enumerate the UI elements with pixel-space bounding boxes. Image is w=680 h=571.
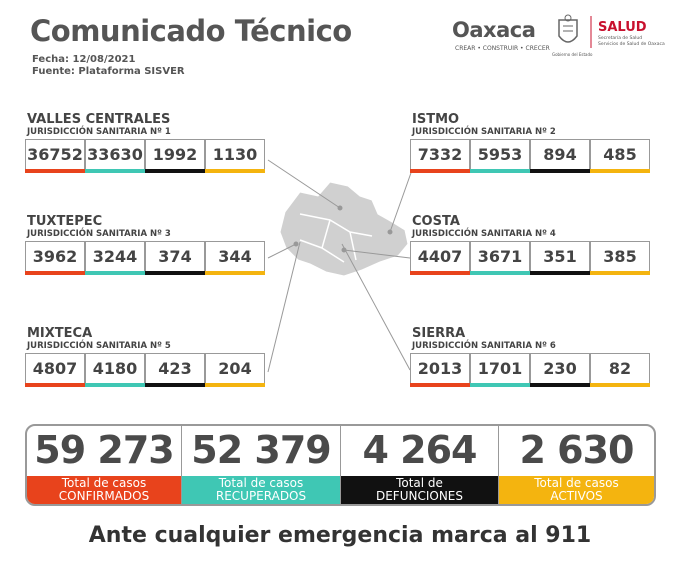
case-count: 7332 — [410, 139, 470, 169]
total-label-line: Total de casos — [534, 476, 619, 490]
total-value: 4 264 — [362, 428, 478, 472]
total-label-line: Total de casos — [61, 476, 147, 490]
health-subtitle: Secretaría de Salud — [598, 36, 643, 41]
total-label: Total de casos RECUPERADOS — [182, 476, 340, 504]
color-bar — [410, 271, 470, 275]
total-value: 59 273 — [34, 428, 174, 472]
map — [267, 159, 413, 373]
color-bar — [25, 271, 85, 275]
total-column: 52 379 Total de casos RECUPERADOS — [182, 426, 341, 504]
color-bar — [530, 169, 590, 173]
color-bar — [85, 271, 145, 275]
total-label-line: Total de casos — [218, 476, 304, 490]
color-bar — [145, 271, 205, 275]
case-count: 2013 — [410, 353, 470, 383]
crest-caption: Gobierno del Estado — [552, 52, 593, 57]
color-bar — [530, 383, 590, 387]
jurisdiction: JURISDICCIÓN SANITARIA Nº 3 — [27, 229, 171, 239]
case-count: 82 — [590, 353, 650, 383]
logo-text: Oaxaca — [452, 18, 536, 42]
color-bar — [25, 169, 85, 173]
divider — [590, 16, 592, 48]
jurisdiction: JURISDICCIÓN SANITARIA Nº 2 — [412, 127, 556, 137]
total-value: 52 379 — [191, 428, 331, 472]
health-title: SALUD — [598, 20, 647, 35]
region-name: VALLES CENTRALES — [27, 112, 171, 127]
date: Fecha: 12/08/2021 — [32, 54, 136, 65]
color-bar — [205, 271, 265, 275]
case-count: 894 — [530, 139, 590, 169]
source: Fuente: Plataforma SISVER — [32, 66, 185, 77]
color-bar — [85, 169, 145, 173]
total-label-line: ACTIVOS — [550, 489, 603, 503]
total-label: Total de casos CONFIRMADOS — [27, 476, 181, 504]
case-count: 4407 — [410, 241, 470, 271]
jurisdiction: JURISDICCIÓN SANITARIA Nº 4 — [412, 229, 556, 239]
case-count: 1701 — [470, 353, 530, 383]
case-count: 4807 — [25, 353, 85, 383]
case-count: 485 — [590, 139, 650, 169]
crest — [558, 14, 578, 43]
total-column: 59 273 Total de casos CONFIRMADOS — [27, 426, 182, 504]
color-bar — [470, 383, 530, 387]
color-bar — [205, 169, 265, 173]
color-bar — [410, 169, 470, 173]
jurisdiction: JURISDICCIÓN SANITARIA Nº 5 — [27, 341, 171, 351]
case-count: 351 — [530, 241, 590, 271]
case-count: 5953 — [470, 139, 530, 169]
color-bar — [590, 383, 650, 387]
total-column: 4 264 Total de DEFUNCIONES — [341, 426, 499, 504]
color-bar — [470, 271, 530, 275]
totals-box: 59 273 Total de casos CONFIRMADOS 52 379 Tot… — [25, 424, 656, 506]
case-count: 3962 — [25, 241, 85, 271]
case-count: 230 — [530, 353, 590, 383]
total-label-line: CONFIRMADOS — [58, 489, 150, 503]
region-name: MIXTECA — [27, 326, 93, 341]
region-name: TUXTEPEC — [27, 214, 103, 229]
logo-tagline: CREAR • CONSTRUIR • CRECER — [455, 45, 550, 52]
case-count: 344 — [205, 241, 265, 271]
case-count: 204 — [205, 353, 265, 383]
case-count: 3244 — [85, 241, 145, 271]
case-count: 36752 — [25, 139, 85, 169]
case-count: 374 — [145, 241, 205, 271]
jurisdiction: JURISDICCIÓN SANITARIA Nº 6 — [412, 341, 556, 351]
case-count: 1992 — [145, 139, 205, 169]
total-label: Total de DEFUNCIONES — [341, 476, 498, 504]
color-bar — [145, 383, 205, 387]
color-bar — [410, 383, 470, 387]
region-name: COSTA — [412, 214, 460, 229]
total-value: 2 630 — [519, 428, 635, 472]
total-column: 2 630 Total de casos ACTIVOS — [499, 426, 654, 504]
title: Comunicado Técnico — [30, 14, 352, 48]
case-count: 3671 — [470, 241, 530, 271]
case-count: 385 — [590, 241, 650, 271]
total-label-line: DEFUNCIONES — [375, 489, 464, 503]
color-bar — [470, 169, 530, 173]
case-count: 423 — [145, 353, 205, 383]
footer: Ante cualquier emergencia marca al 911 — [88, 523, 592, 548]
color-bar — [590, 169, 650, 173]
color-bar — [85, 383, 145, 387]
color-bar — [145, 169, 205, 173]
color-bar — [530, 271, 590, 275]
region-name: SIERRA — [412, 326, 466, 341]
color-bar — [590, 271, 650, 275]
color-bar — [205, 383, 265, 387]
total-label: Total de casos ACTIVOS — [499, 476, 654, 504]
total-label-line: RECUPERADOS — [215, 489, 307, 503]
color-bar — [25, 383, 85, 387]
region-name: ISTMO — [412, 112, 460, 127]
case-count: 33630 — [85, 139, 145, 169]
jurisdiction: JURISDICCIÓN SANITARIA Nº 1 — [27, 127, 171, 137]
total-label-line: Total de — [396, 476, 443, 490]
case-count: 4180 — [85, 353, 145, 383]
health-subtitle: Servicios de Salud de Oaxaca — [598, 42, 665, 47]
case-count: 1130 — [205, 139, 265, 169]
